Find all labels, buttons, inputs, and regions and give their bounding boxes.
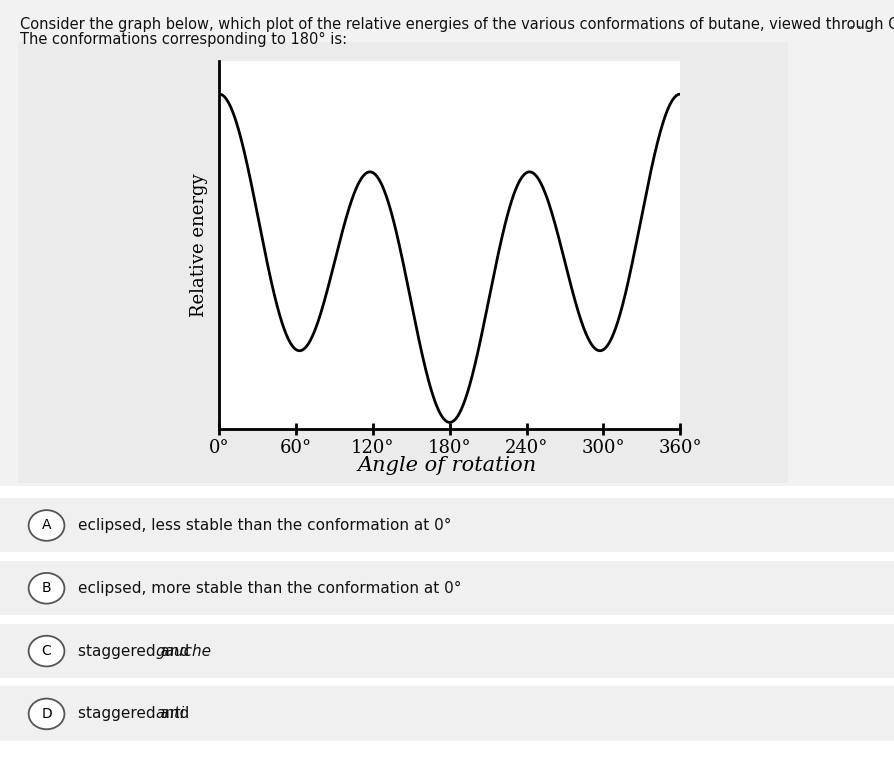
Text: The conformations corresponding to 180° is:: The conformations corresponding to 180° … <box>20 32 347 47</box>
Text: C: C <box>42 644 51 658</box>
Y-axis label: Relative energy: Relative energy <box>190 173 208 317</box>
Text: D: D <box>41 707 52 721</box>
Text: Angle of rotation: Angle of rotation <box>358 456 536 475</box>
Text: gauche: gauche <box>156 643 211 659</box>
Text: Consider the graph below, which plot of the relative energies of the various con: Consider the graph below, which plot of … <box>20 17 894 32</box>
Text: B: B <box>42 581 51 595</box>
Text: eclipsed, less stable than the conformation at 0°: eclipsed, less stable than the conformat… <box>78 518 451 533</box>
Text: staggered and: staggered and <box>78 706 194 722</box>
Text: anti: anti <box>156 706 184 722</box>
Text: eclipsed, more stable than the conformation at 0°: eclipsed, more stable than the conformat… <box>78 581 460 596</box>
Text: staggered and: staggered and <box>78 643 194 659</box>
Text: ⋯: ⋯ <box>847 17 869 37</box>
Text: A: A <box>42 519 51 532</box>
